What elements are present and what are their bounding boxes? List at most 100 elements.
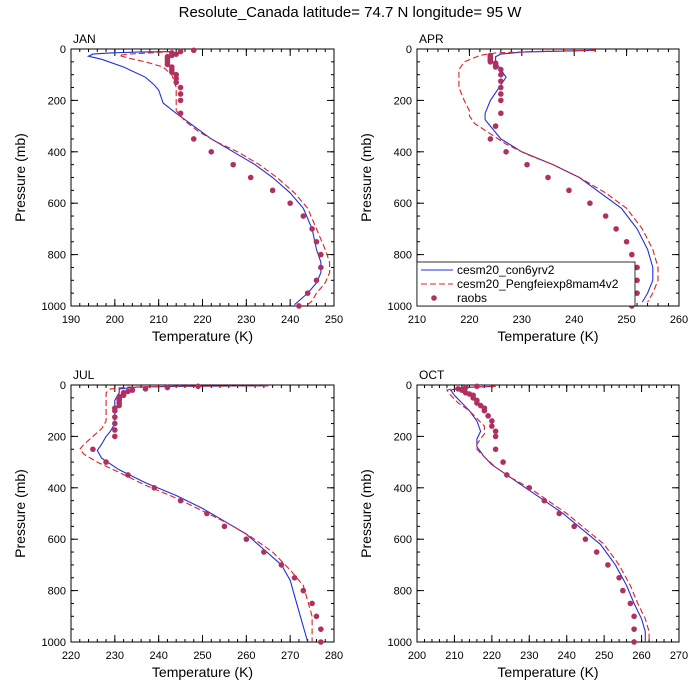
raobs-point (634, 277, 640, 284)
legend-label: cesm20_Pengfeiexp8mam4v2 (457, 277, 619, 291)
series-line-cesm20_pengfeiexp8mam4v2 (79, 385, 313, 642)
y-tick-label: 1000 (42, 637, 66, 649)
raobs-point (487, 59, 494, 65)
raobs-point (309, 600, 315, 607)
raobs-point (498, 97, 504, 104)
x-axis-label: Temperature (K) (152, 664, 253, 680)
raobs-point (190, 136, 197, 142)
raobs-point (616, 574, 622, 581)
raobs-point (291, 574, 298, 581)
series-line-cesm20_con6yrv2 (86, 51, 322, 306)
plot-frame (416, 384, 680, 643)
x-tick-label: 210 (445, 650, 463, 662)
raobs-point (221, 523, 228, 530)
y-tick-label: 200 (48, 95, 66, 107)
raobs-point (623, 238, 630, 245)
raobs-point (112, 433, 118, 440)
raobs-point (177, 84, 184, 91)
x-tick-label: 200 (408, 650, 426, 662)
x-tick-label: 230 (520, 650, 538, 662)
raobs-point (169, 52, 175, 59)
raobs-point (500, 459, 506, 465)
raobs-point (571, 523, 577, 530)
x-tick-label: 250 (595, 650, 613, 662)
legend-label: cesm20_con6yrv2 (457, 263, 555, 277)
y-tick-label: 800 (394, 586, 412, 598)
raobs-point (545, 174, 551, 181)
y-tick-label: 800 (394, 250, 412, 262)
raobs-point (498, 110, 504, 117)
y-axis-label: Pressure (mb) (12, 133, 28, 222)
x-tick-label: 260 (632, 650, 650, 662)
x-tick-label: 220 (62, 650, 80, 662)
y-tick-label: 600 (48, 534, 66, 546)
x-tick-label: 220 (460, 314, 478, 326)
raobs-point (129, 387, 136, 393)
raobs-point (287, 200, 293, 206)
raobs-point (487, 136, 494, 142)
raobs-point (318, 626, 324, 632)
y-axis-label: Pressure (mb) (358, 133, 374, 222)
raobs-point (116, 402, 123, 409)
y-tick-label: 400 (394, 147, 412, 159)
y-axis-label: Pressure (mb) (358, 469, 374, 558)
raobs-point (474, 383, 480, 390)
raobs-point (498, 71, 504, 78)
raobs-point (125, 472, 131, 478)
series-line-cesm20_pengfeiexp8mam4v2 (458, 49, 659, 303)
y-tick-label: 600 (394, 198, 412, 210)
raobs-point (318, 251, 324, 258)
raobs-point (296, 303, 302, 309)
raobs-point (492, 446, 499, 453)
raobs-point (489, 423, 495, 429)
raobs-point (629, 251, 635, 258)
raobs-point (90, 446, 96, 453)
raobs-point (587, 200, 593, 206)
raobs-point (125, 388, 131, 395)
legend-box (416, 261, 636, 307)
panel-label: APR (419, 32, 444, 46)
legend-label: raobs (457, 291, 487, 305)
x-tick-label: 200 (106, 314, 124, 326)
y-tick-label: 600 (394, 534, 412, 546)
raobs-point (142, 386, 149, 392)
panel-label: JAN (73, 32, 96, 46)
y-tick-label: 0 (406, 44, 412, 56)
raobs-point (177, 110, 184, 117)
raobs-point (103, 459, 109, 465)
x-tick-label: 210 (408, 314, 426, 326)
raobs-point (627, 600, 634, 607)
plot-frame (70, 48, 335, 307)
x-tick-label: 280 (325, 650, 343, 662)
x-tick-label: 210 (149, 314, 167, 326)
raobs-point (300, 587, 307, 594)
x-tick-label: 250 (617, 314, 635, 326)
y-tick-label: 400 (48, 147, 66, 159)
x-tick-label: 240 (149, 650, 167, 662)
raobs-point (164, 384, 171, 391)
raobs-point (164, 61, 171, 68)
raobs-point (120, 392, 127, 399)
x-tick-label: 230 (106, 650, 124, 662)
raobs-point (173, 51, 179, 57)
raobs-point (634, 264, 640, 271)
raobs-point (169, 69, 175, 75)
y-axis-label: Pressure (mb) (12, 469, 28, 558)
x-tick-label: 240 (281, 314, 299, 326)
raobs-point (318, 264, 324, 271)
x-tick-label: 240 (558, 650, 576, 662)
x-tick-label: 240 (565, 314, 583, 326)
raobs-point (524, 161, 530, 168)
raobs-point (204, 510, 210, 517)
y-tick-label: 400 (394, 483, 412, 495)
figure-title: Resolute_Canada latitude= 74.7 N longitu… (178, 4, 522, 21)
raobs-point (492, 64, 499, 70)
raobs-point (503, 149, 509, 155)
raobs-point (304, 290, 311, 296)
raobs-point (177, 48, 184, 55)
raobs-point (247, 174, 254, 181)
raobs-point (634, 290, 640, 296)
raobs-point (261, 549, 267, 555)
legend-marker (431, 295, 437, 301)
